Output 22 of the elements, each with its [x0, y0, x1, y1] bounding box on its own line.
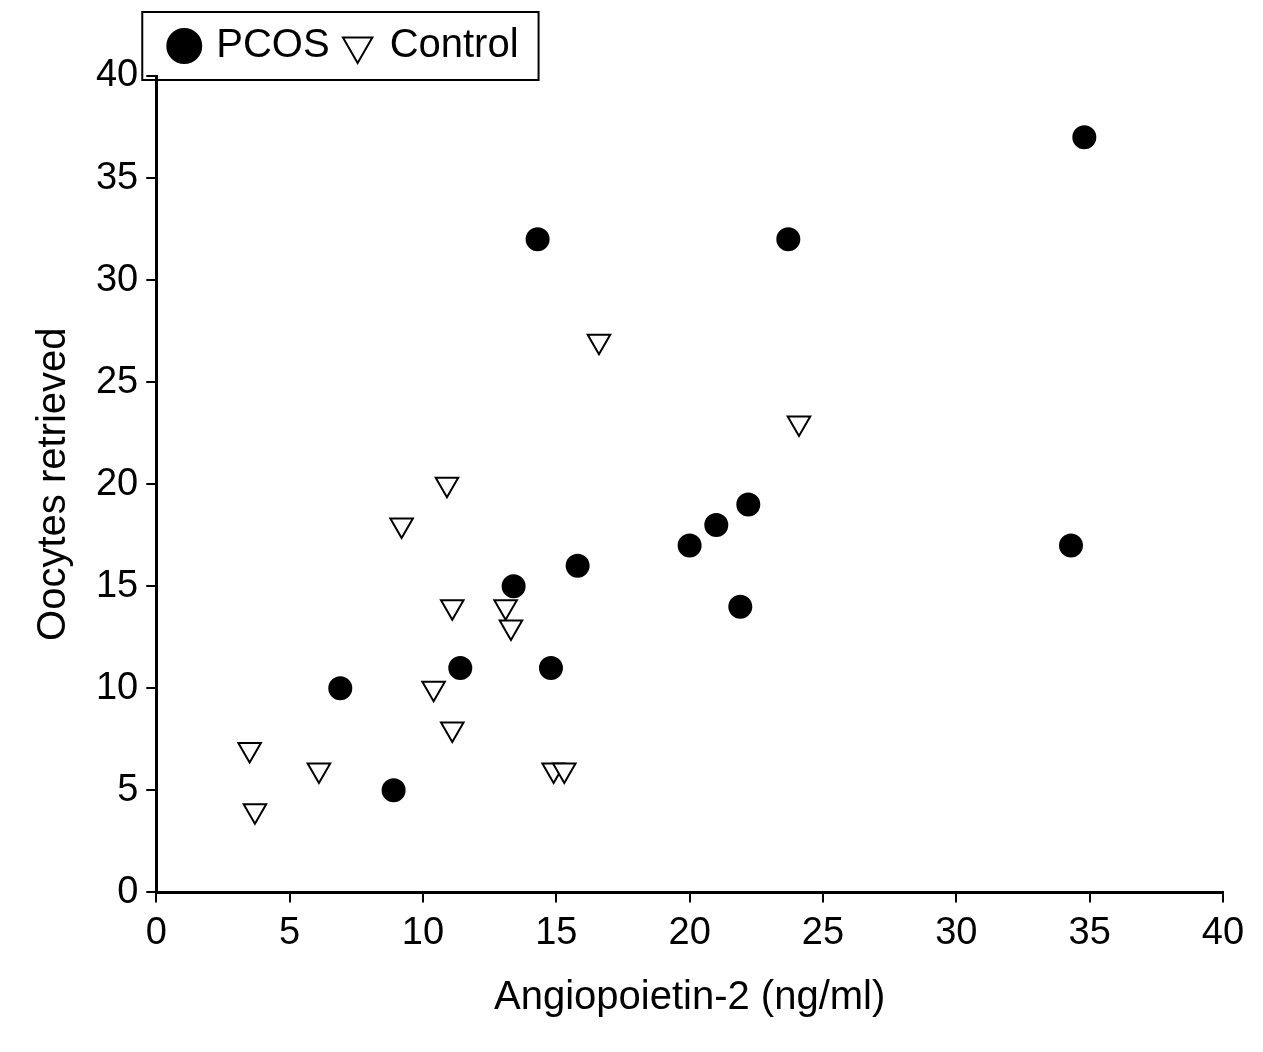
x-tick-label: 5 — [279, 909, 301, 952]
legend-label: Control — [389, 21, 519, 66]
y-tick-label: 10 — [95, 664, 139, 707]
y-tick-label: 20 — [95, 460, 139, 503]
y-tick-label: 5 — [117, 766, 139, 809]
legend-label: PCOS — [216, 21, 330, 66]
y-tick-label: 35 — [95, 154, 139, 197]
y-tick-label: 30 — [95, 256, 139, 299]
y-tick-label: 0 — [117, 868, 139, 911]
x-axis-title: Angiopoietin-2 (ng/ml) — [493, 973, 886, 1018]
x-tick-label: 10 — [401, 909, 445, 952]
y-axis-title: Oocytes retrieved — [29, 327, 74, 641]
x-tick-label: 0 — [145, 909, 167, 952]
x-tick-label: 15 — [535, 909, 578, 952]
y-tick-label: 25 — [95, 358, 139, 401]
x-tick-label: 25 — [801, 909, 845, 952]
y-tick-label: 40 — [95, 52, 139, 95]
x-tick-label: 35 — [1068, 909, 1111, 952]
x-tick-label: 30 — [935, 909, 978, 952]
x-tick-label: 40 — [1201, 909, 1245, 952]
y-tick-label: 15 — [95, 562, 139, 605]
x-tick-label: 20 — [668, 909, 711, 952]
